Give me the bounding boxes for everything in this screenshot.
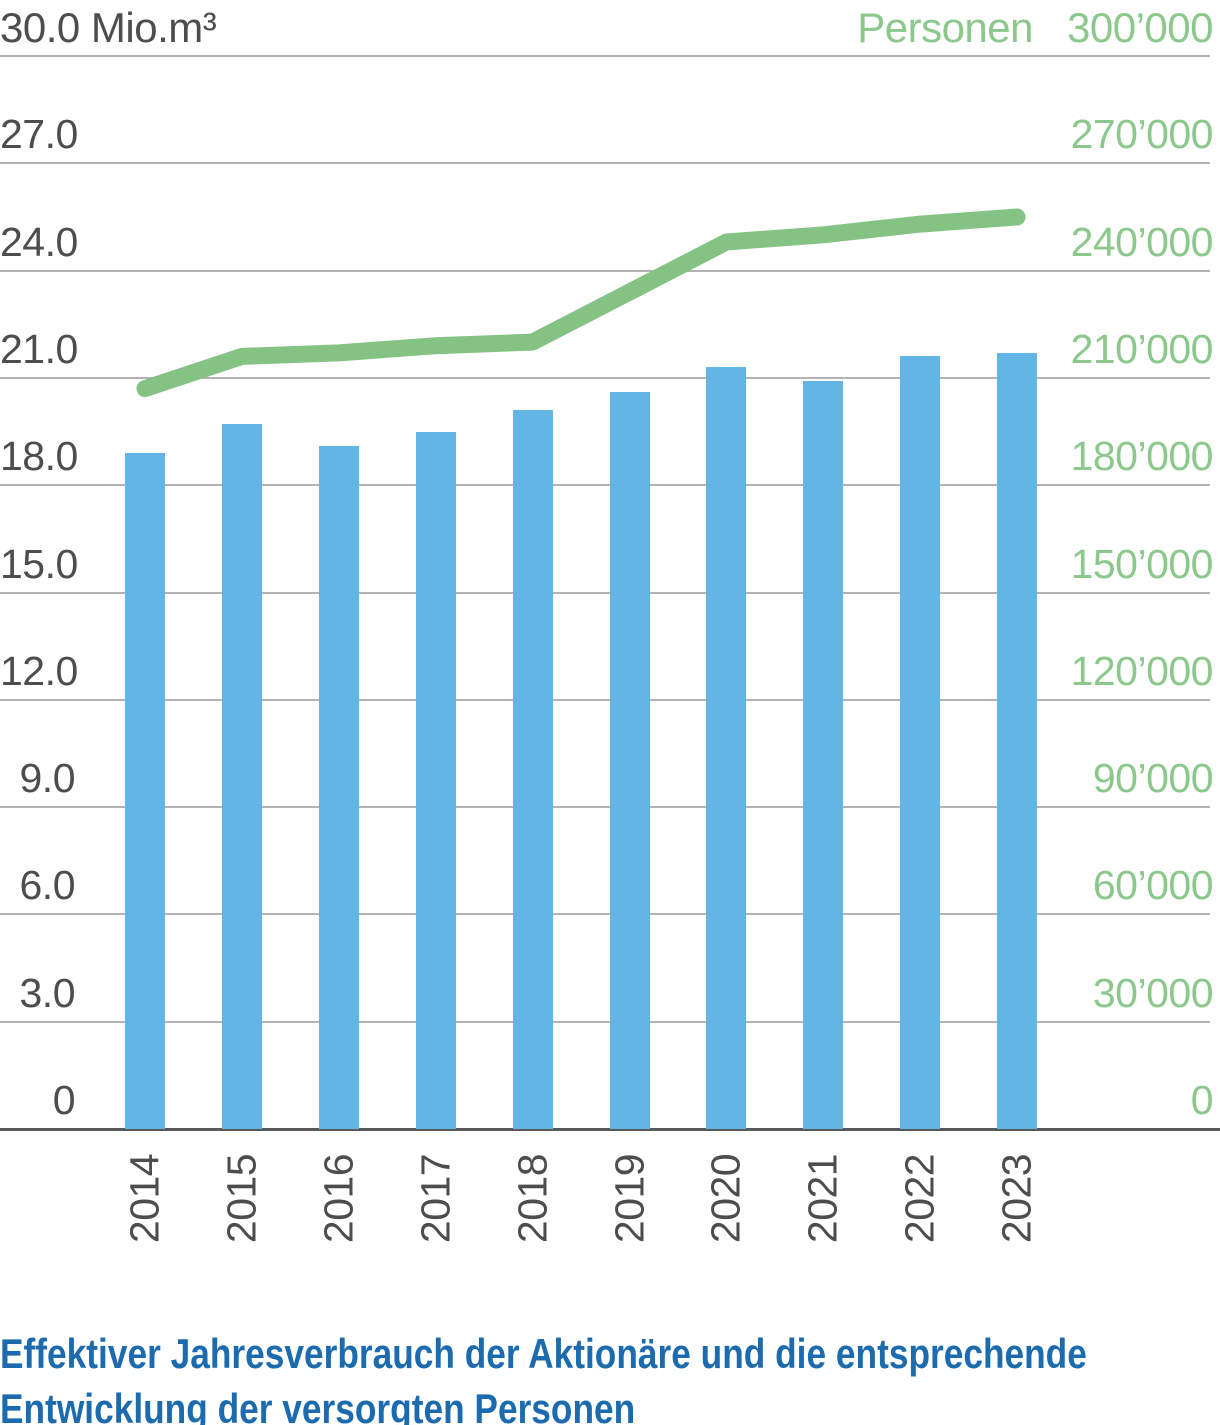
right-axis-tick-label: 60’000 [1092, 862, 1214, 909]
x-axis-label-2020: 2020 [702, 1153, 749, 1244]
bar-2014 [125, 453, 165, 1129]
x-axis-baseline [0, 1128, 1220, 1131]
x-axis-label-2016: 2016 [315, 1153, 362, 1244]
gridline [0, 806, 1210, 809]
gridline [0, 698, 1210, 701]
left-axis-tick-label: 6.0 [19, 862, 76, 909]
gridline [0, 162, 1210, 165]
x-axis-label-2023: 2023 [993, 1153, 1040, 1244]
bar-2019 [609, 392, 650, 1129]
left-axis-tick-label: 9.0 [19, 755, 76, 802]
x-axis-label-2014: 2014 [121, 1153, 168, 1244]
left-axis-top-label: 30.0 Mio.m³ [0, 4, 217, 51]
x-axis-label-2017: 2017 [412, 1153, 459, 1244]
gridline [0, 55, 1210, 57]
caption-line-2: Entwicklung der versorgten Personen [0, 1385, 636, 1425]
x-axis-label-2021: 2021 [799, 1153, 846, 1244]
x-axis-label-2018: 2018 [509, 1153, 556, 1244]
right-axis-tick-label: 30’000 [1092, 969, 1214, 1016]
bar-2020 [706, 367, 747, 1129]
bar-2016 [318, 445, 359, 1129]
left-axis-tick-label: 0 [52, 1077, 76, 1123]
right-axis-max-value: 300’000 [1067, 4, 1213, 51]
x-axis-label-2015: 2015 [218, 1153, 265, 1244]
right-axis-tick-label: 150’000 [1070, 540, 1214, 587]
right-axis-top-label: Personen 300’000 [857, 4, 1213, 52]
gridline [0, 591, 1210, 594]
bar-2021 [803, 381, 844, 1129]
right-axis-tick-label: 270’000 [1070, 111, 1214, 158]
left-axis-tick-label: 12.0 [0, 647, 78, 694]
chart-caption: Effektiver Jahresverbrauch der Aktionäre… [0, 1326, 1087, 1425]
gridline [0, 269, 1210, 272]
x-axis-label-2019: 2019 [606, 1153, 652, 1244]
right-axis-tick-label: 180’000 [1070, 433, 1214, 480]
right-axis-tick-label: 0 [1190, 1077, 1214, 1123]
right-axis-tick-label: 240’000 [1070, 218, 1214, 265]
caption-line-1: Effektiver Jahresverbrauch der Aktionäre… [0, 1330, 1087, 1377]
left-axis-tick-label: 24.0 [0, 218, 78, 265]
x-axis-label-2022: 2022 [896, 1153, 943, 1244]
gridline [0, 913, 1210, 916]
right-axis-tick-label: 120’000 [1070, 647, 1214, 694]
bar-2023 [997, 352, 1038, 1129]
personen-trend-line [136, 208, 1026, 398]
left-axis-tick-label: 18.0 [0, 433, 78, 480]
right-axis-tick-label: 210’000 [1070, 325, 1214, 372]
bar-2022 [900, 356, 941, 1129]
left-axis-tick-label: 3.0 [19, 969, 76, 1016]
left-axis-tick-label: 15.0 [0, 540, 78, 587]
bar-2015 [221, 424, 262, 1129]
left-axis-tick-label: 27.0 [0, 111, 78, 158]
bar-2018 [512, 410, 553, 1129]
gridline [0, 1020, 1210, 1023]
right-axis-tick-label: 90’000 [1092, 755, 1214, 802]
gridline [0, 484, 1210, 487]
bar-2017 [415, 431, 456, 1129]
left-axis-tick-label: 21.0 [0, 325, 78, 372]
right-axis-series-label: Personen [857, 4, 1034, 51]
